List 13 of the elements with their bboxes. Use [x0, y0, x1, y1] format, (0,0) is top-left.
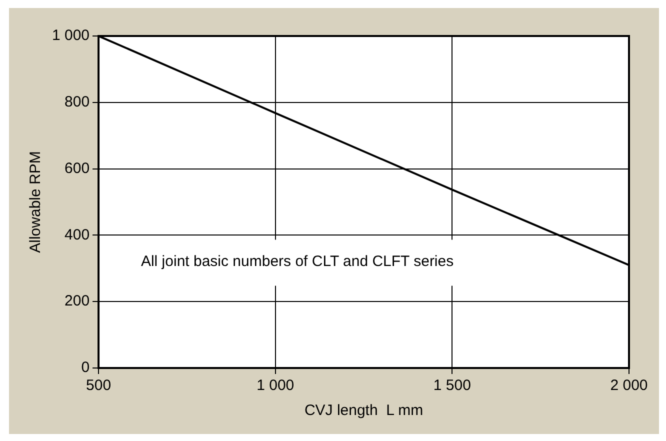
annotation: All joint basic numbers of CLT and CLFT series [140, 252, 454, 270]
y-axis-title: Allowable RPM [27, 151, 44, 253]
y-tick-label: 600 [64, 160, 90, 177]
y-tick-label: 200 [64, 292, 90, 310]
x-axis-title: CVJ length L mm [304, 402, 424, 420]
y-tick-label: 1 000 [52, 27, 90, 44]
y-tick-label: 400 [64, 226, 90, 244]
x-tick-label: 1 500 [433, 377, 471, 394]
x-tick-label: 1 000 [256, 377, 294, 394]
x-tick-label: 500 [86, 377, 112, 394]
y-tick-label: 800 [64, 94, 90, 111]
x-tick-label: 2 000 [610, 377, 648, 394]
y-tick-label: 0 [81, 359, 90, 376]
